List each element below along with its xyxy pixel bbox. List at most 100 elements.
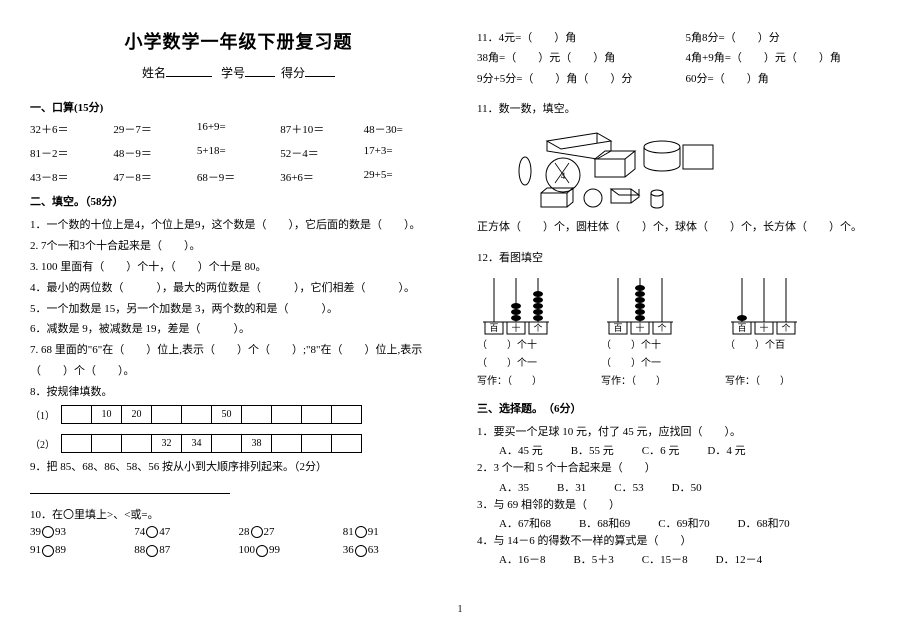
choice-opt: C．69和70 <box>658 515 709 531</box>
q-text: 3．与 69 相邻的数是（ ） <box>477 495 894 515</box>
svg-text:个: 个 <box>781 323 790 333</box>
name-label: 姓名 <box>142 66 166 80</box>
q-text: 3. 100 里面有（ ）个十，（ ）个十是 80。 <box>30 257 447 278</box>
name-blank <box>166 65 212 77</box>
calc-row: 81－2＝ 48－9＝ 5+18= 52－4＝ 17+3= <box>30 145 447 161</box>
doc-title: 小学数学一年级下册复习题 <box>30 28 447 54</box>
compare-cell: 7447 <box>134 526 238 538</box>
seq-cell: 38 <box>242 435 272 453</box>
calc-cell: 43－8＝ <box>30 169 113 185</box>
svg-text:百: 百 <box>613 323 622 333</box>
calc-cell: 48－9＝ <box>113 145 196 161</box>
abacus-3: 百 十 个 <box>725 272 803 336</box>
q11-part: 5角8分=（ ）分 <box>686 28 895 48</box>
choice-opt: C．6 元 <box>642 442 680 458</box>
seq-cell <box>62 435 92 453</box>
seq-cell <box>272 435 302 453</box>
svg-text:百: 百 <box>489 323 498 333</box>
choice-options: A．35 B．31 C．53 D．50 <box>499 479 894 495</box>
q11-part: 38角=（ ）元（ ）角 <box>477 48 686 68</box>
seq-cell <box>62 406 92 424</box>
calc-cell: 48－30= <box>364 121 447 137</box>
seq-cell <box>182 406 212 424</box>
q-text: 2. 7个一和3个十合起来是（ ）。 <box>30 236 447 257</box>
choice-opt: A．16－8 <box>499 551 545 567</box>
abacus-2: 百 十 个 <box>601 272 679 336</box>
abacus-caption: （ ）个十 <box>601 338 679 354</box>
abacus-caption: 写作：（ ） <box>601 374 679 390</box>
abacus-caption: （ ）个一 <box>601 356 679 372</box>
shape-answer-line: 正方体（ ）个，圆柱体（ ）个，球体（ ）个，长方体（ ）个。 <box>477 217 894 237</box>
q-text: 5．一个加数是 15，另一个加数是 3，两个数的和是（ ）。 <box>30 299 447 320</box>
q11-part: 60分=（ ）角 <box>686 69 895 89</box>
abacus-caption: 写作：（ ） <box>477 374 555 390</box>
choice-opt: C．15－8 <box>642 551 688 567</box>
svg-text:百: 百 <box>737 323 746 333</box>
calc-cell: 52－4＝ <box>280 145 363 161</box>
calc-cell: 17+3= <box>364 145 447 161</box>
q-text: 4．与 14－6 的得数不一样的算式是（ ） <box>477 531 894 551</box>
compare-cell: 10099 <box>239 544 343 556</box>
calc-cell: 87＋10＝ <box>280 121 363 137</box>
choice-opt: A．35 <box>499 479 529 495</box>
score-blank <box>305 65 335 77</box>
seq2-label: （2） <box>30 436 55 451</box>
sequence-table-2: 32 34 38 <box>61 434 362 453</box>
choice-opt: D．12－4 <box>716 551 762 567</box>
seq-cell <box>92 435 122 453</box>
seq-cell: 10 <box>92 406 122 424</box>
svg-text:4: 4 <box>561 171 566 181</box>
calc-cell: 32＋6＝ <box>30 121 113 137</box>
seq-cell: 32 <box>152 435 182 453</box>
seq-cell <box>272 406 302 424</box>
choice-options: A．67和68 B．68和69 C．69和70 D．68和70 <box>499 515 894 531</box>
q-text: 10．在〇里填上>、<或=。 <box>30 505 447 526</box>
q-text: 8．按规律填数。 <box>30 382 447 403</box>
svg-text:个: 个 <box>657 323 666 333</box>
abacus-caption <box>725 356 803 372</box>
seq-cell <box>332 435 362 453</box>
seq-cell <box>152 406 182 424</box>
abacus-caption: （ ）个百 <box>725 338 803 354</box>
abacus-caption: 写作：（ ） <box>725 374 803 390</box>
compare-cell: 3663 <box>343 544 447 556</box>
q-text: 9．把 85、68、86、58、56 按从小到大顺序排列起来。（2分） <box>30 457 447 478</box>
sequence-table-1: 10 20 50 <box>61 405 362 424</box>
calc-cell: 16+9= <box>197 121 280 137</box>
compare-cell: 8191 <box>343 526 447 538</box>
section2-heading: 二、填空。（58分） <box>30 193 447 209</box>
seq-cell <box>212 435 242 453</box>
abacus-caption: （ ）个十 <box>477 338 555 354</box>
calc-cell: 68－9＝ <box>197 169 280 185</box>
abacus-1: 百 十 个 <box>477 272 555 336</box>
compare-row: 3993 7447 2827 8191 <box>30 526 447 538</box>
svg-text:个: 个 <box>533 323 542 333</box>
seq-cell <box>302 435 332 453</box>
seq-cell <box>332 406 362 424</box>
calc-cell: 29－7＝ <box>113 121 196 137</box>
q11-part: 9分+5分=（ ）角（ ）分 <box>477 69 686 89</box>
svg-text:十: 十 <box>759 322 768 333</box>
q-text: 12．看图填空 <box>477 248 894 268</box>
answer-line <box>30 482 230 494</box>
abacus-caption: （ ）个一 <box>477 356 555 372</box>
compare-cell: 9189 <box>30 544 134 556</box>
compare-cell: 2827 <box>239 526 343 538</box>
calc-cell: 81－2＝ <box>30 145 113 161</box>
shapes-figure: 4 <box>507 123 727 213</box>
calc-row: 43－8＝ 47－8＝ 68－9＝ 36+6＝ 29+5= <box>30 169 447 185</box>
abacus-row: 百 十 个 （ ）个十 （ ）个一 写作：（ ） 百 <box>477 272 894 390</box>
q-text: 7. 68 里面的"6"在（ ）位上,表示（ ）个（ ）;"8"在（ ）位上,表… <box>30 340 447 382</box>
calc-cell: 36+6＝ <box>280 169 363 185</box>
q-text: 1．要买一个足球 10 元，付了 45 元，应找回（ ）。 <box>477 422 894 442</box>
choice-opt: D．4 元 <box>707 442 745 458</box>
calc-cell: 29+5= <box>364 169 447 185</box>
q11-part: 11．4元=（ ）角 <box>477 28 686 48</box>
calc-cell: 47－8＝ <box>113 169 196 185</box>
id-label: 学号 <box>221 66 245 80</box>
svg-text:十: 十 <box>511 322 520 333</box>
choice-opt: B．55 元 <box>571 442 614 458</box>
choice-opt: D．68和70 <box>738 515 790 531</box>
seq-cell: 50 <box>212 406 242 424</box>
q-text: 11．数一数，填空。 <box>477 99 894 119</box>
